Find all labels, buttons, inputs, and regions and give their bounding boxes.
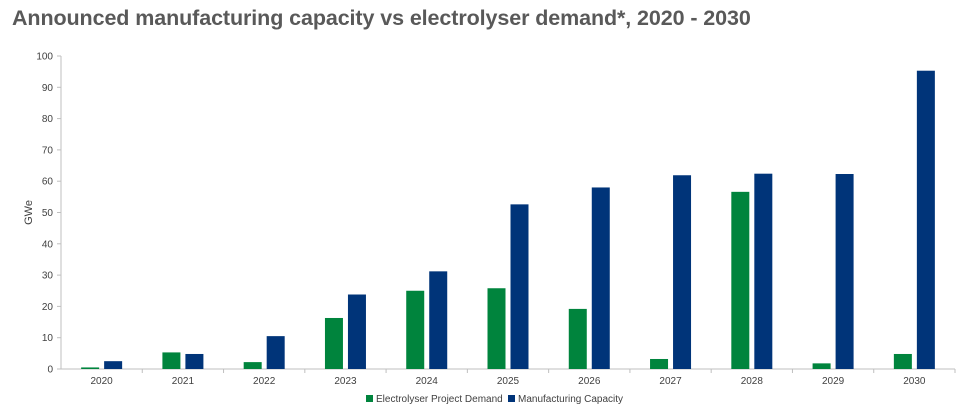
bar-capacity-2028	[754, 173, 773, 369]
y-tick-label: 50	[42, 208, 54, 219]
bar-demand-2028	[731, 191, 750, 369]
bar-capacity-2020	[104, 361, 123, 369]
x-tick-label: 2020	[91, 376, 114, 387]
bar-capacity-2022	[266, 336, 285, 369]
legend-label: Electrolyser Project Demand	[376, 394, 503, 405]
y-tick-label: 40	[42, 239, 54, 250]
bar-capacity-2023	[347, 294, 366, 369]
bar-capacity-2021	[185, 353, 204, 369]
x-tick-label: 2021	[172, 376, 195, 387]
legend-swatch	[508, 395, 515, 402]
legend-label: Manufacturing Capacity	[518, 394, 623, 405]
bar-demand-2020	[81, 367, 100, 369]
x-tick-label: 2025	[497, 376, 520, 387]
bar-demand-2030	[893, 353, 912, 369]
y-tick-label: 30	[42, 271, 54, 282]
x-tick-label: 2027	[659, 376, 682, 387]
y-tick-label: 80	[42, 114, 54, 125]
y-tick-label: 10	[42, 333, 54, 344]
legend-swatch	[366, 395, 373, 402]
bar-demand-2029	[812, 363, 831, 369]
x-tick-label: 2026	[578, 376, 601, 387]
x-tick-label: 2022	[253, 376, 276, 387]
bar-demand-2027	[650, 358, 669, 369]
bar-capacity-2029	[835, 174, 854, 369]
y-tick-label: 90	[42, 83, 54, 94]
bar-demand-2024	[406, 290, 425, 369]
bar-capacity-2026	[591, 187, 610, 369]
x-tick-label: 2030	[903, 376, 926, 387]
y-tick-label: 60	[42, 177, 54, 188]
x-tick-label: 2024	[416, 376, 439, 387]
x-tick-label: 2023	[334, 376, 357, 387]
bar-capacity-2027	[673, 175, 692, 369]
x-tick-label: 2029	[822, 376, 845, 387]
y-tick-label: 70	[42, 145, 54, 156]
bar-demand-2026	[568, 308, 587, 369]
bar-demand-2023	[324, 317, 343, 369]
chart-title: Announced manufacturing capacity vs elec…	[12, 6, 751, 30]
y-axis-title: GWe	[23, 200, 35, 225]
bar-demand-2021	[162, 352, 181, 369]
bar-capacity-2030	[916, 70, 935, 369]
bar-demand-2022	[243, 362, 262, 369]
y-tick-label: 0	[47, 365, 53, 376]
y-tick-label: 20	[42, 302, 54, 313]
bar-capacity-2024	[429, 271, 448, 369]
x-tick-label: 2028	[741, 376, 764, 387]
bar-demand-2025	[487, 288, 506, 369]
y-tick-label: 100	[36, 52, 53, 63]
bar-capacity-2025	[510, 204, 529, 369]
